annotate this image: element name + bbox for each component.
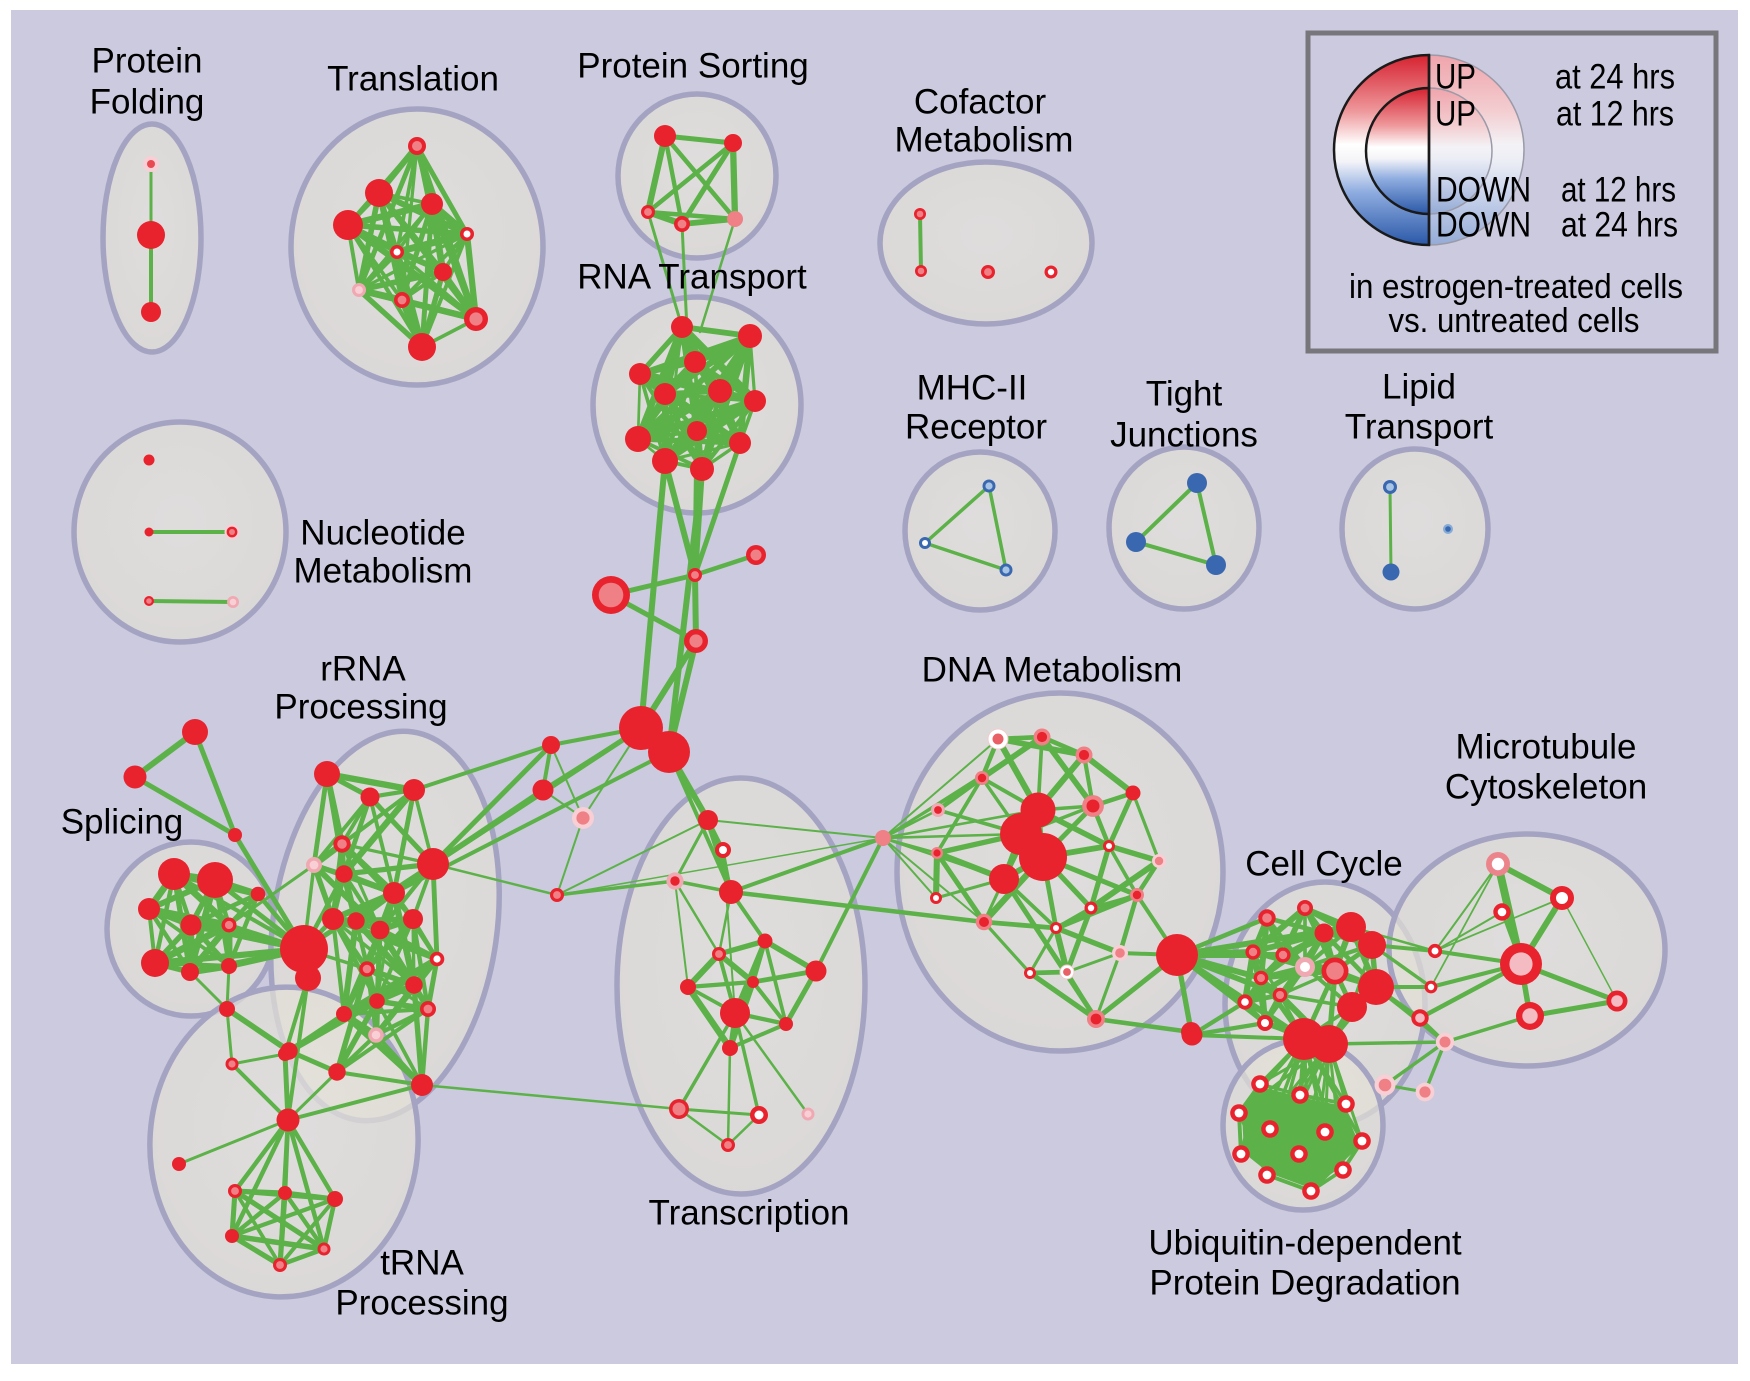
svg-text:Ubiquitin-dependent: Ubiquitin-dependent <box>1148 1224 1462 1263</box>
svg-text:at 12 hrs: at 12 hrs <box>1556 95 1674 134</box>
svg-text:MHC-II: MHC-II <box>917 369 1028 408</box>
svg-text:DNA Metabolism: DNA Metabolism <box>922 651 1183 690</box>
svg-text:vs. untreated cells: vs. untreated cells <box>1389 302 1640 340</box>
svg-text:Nucleotide: Nucleotide <box>300 514 465 553</box>
svg-text:Protein: Protein <box>92 42 203 81</box>
svg-text:UP: UP <box>1435 58 1476 97</box>
svg-text:tRNA: tRNA <box>380 1244 464 1283</box>
svg-text:Transport: Transport <box>1345 408 1494 447</box>
svg-text:Metabolism: Metabolism <box>895 121 1074 160</box>
svg-text:Folding: Folding <box>90 83 205 122</box>
svg-text:DOWN: DOWN <box>1436 206 1531 245</box>
svg-text:Processing: Processing <box>274 688 447 727</box>
svg-text:rRNA: rRNA <box>320 650 406 689</box>
svg-text:Microtubule: Microtubule <box>1456 728 1637 767</box>
svg-text:Cytoskeleton: Cytoskeleton <box>1445 768 1647 807</box>
svg-text:Lipid: Lipid <box>1382 368 1456 407</box>
svg-text:RNA Transport: RNA Transport <box>577 258 807 297</box>
svg-text:in estrogen-treated cells: in estrogen-treated cells <box>1349 268 1683 306</box>
svg-text:Protein Degradation: Protein Degradation <box>1149 1264 1460 1303</box>
svg-text:at 12 hrs: at 12 hrs <box>1561 171 1676 210</box>
svg-text:Tight: Tight <box>1146 375 1223 414</box>
svg-text:Cell Cycle: Cell Cycle <box>1245 845 1403 884</box>
svg-text:Transcription: Transcription <box>649 1194 850 1233</box>
svg-text:UP: UP <box>1435 95 1476 134</box>
svg-text:Splicing: Splicing <box>61 803 184 842</box>
svg-text:at 24 hrs: at 24 hrs <box>1561 206 1678 245</box>
svg-text:Metabolism: Metabolism <box>294 552 473 591</box>
svg-text:DOWN: DOWN <box>1436 171 1531 210</box>
svg-text:Junctions: Junctions <box>1110 416 1258 455</box>
svg-text:Protein Sorting: Protein Sorting <box>577 47 809 86</box>
svg-text:Cofactor: Cofactor <box>914 83 1047 122</box>
svg-text:Receptor: Receptor <box>905 408 1047 447</box>
svg-text:Processing: Processing <box>335 1284 508 1323</box>
svg-text:at 24 hrs: at 24 hrs <box>1555 58 1675 97</box>
svg-text:Translation: Translation <box>327 60 499 99</box>
